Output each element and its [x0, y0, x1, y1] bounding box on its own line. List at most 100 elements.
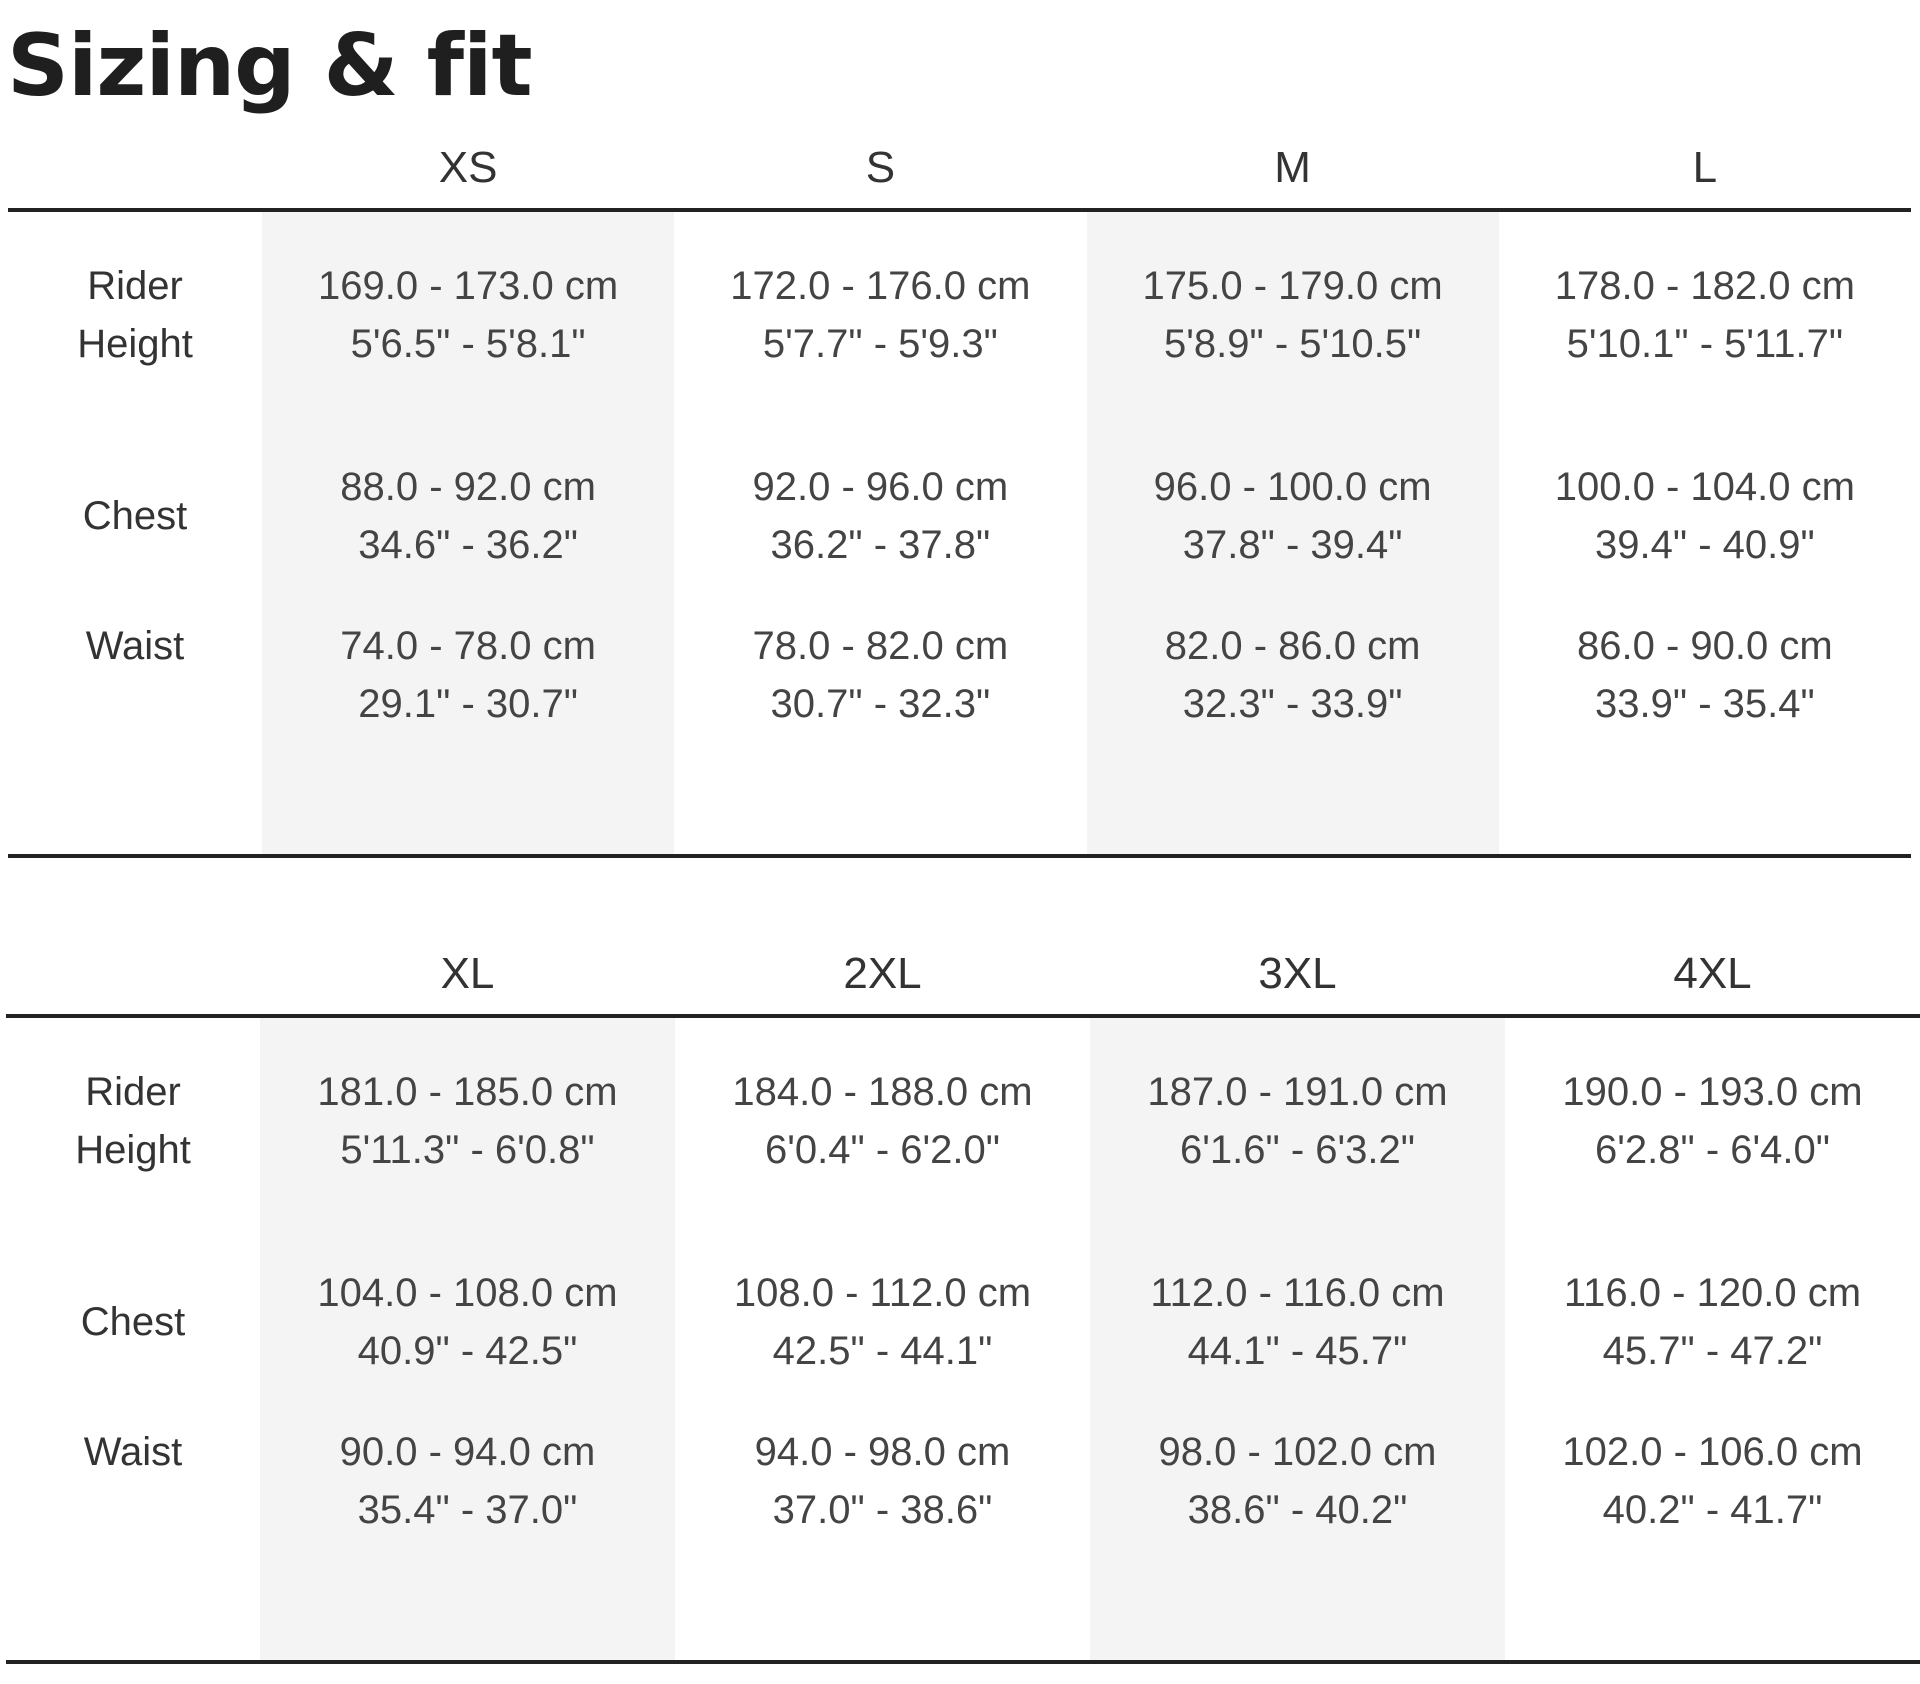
measurement-cell: 190.0 - 193.0 cm 6'2.8" - 6'4.0": [1505, 1016, 1920, 1223]
measurement-cell: 90.0 - 94.0 cm 35.4" - 37.0": [260, 1420, 675, 1662]
measurement-cell: 102.0 - 106.0 cm 40.2" - 41.7": [1505, 1420, 1920, 1662]
measurement-cell: 98.0 - 102.0 cm 38.6" - 40.2": [1090, 1420, 1505, 1662]
cm-range: 169.0 - 173.0 cm: [318, 263, 619, 308]
inch-range: 5'8.9" - 5'10.5": [1164, 321, 1422, 366]
size-header: XL: [440, 949, 495, 998]
cm-range: 112.0 - 116.0 cm: [1150, 1270, 1445, 1315]
size-header-row: XL 2XL 3XL 4XL: [6, 934, 1920, 1016]
measurement-cell: 86.0 - 90.0 cm 33.9" - 35.4": [1499, 614, 1911, 856]
row-label: Chest: [80, 1299, 186, 1344]
inch-range: 40.9" - 42.5": [357, 1328, 578, 1373]
measurement-cell: 94.0 - 98.0 cm 37.0" - 38.6": [675, 1420, 1090, 1662]
inch-range: 37.8" - 39.4": [1182, 522, 1403, 567]
inch-range: 40.2" - 41.7": [1602, 1488, 1823, 1532]
measurement-cell: 172.0 - 176.0 cm 5'7.7" - 5'9.3": [674, 210, 1086, 417]
measurement-cell: 78.0 - 82.0 cm 30.7" - 32.3": [674, 614, 1086, 856]
size-header: L: [1692, 143, 1718, 192]
inch-range: 39.4" - 40.9": [1595, 522, 1815, 567]
measurement-cell: 175.0 - 179.0 cm 5'8.9" - 5'10.5": [1086, 210, 1499, 417]
size-chart-table: XS S M L Rider Height 169.0 - 173.0 cm 5'6.5" …: [8, 128, 1911, 858]
size-chart-table: XL 2XL 3XL 4XL Rider Height 181.0 - 185.0 cm 5…: [6, 934, 1920, 1664]
inch-range: 6'2.8" - 6'4.0": [1595, 1127, 1830, 1172]
measurement-cell: 181.0 - 185.0 cm 5'11.3" - 6'0.8": [260, 1016, 675, 1223]
cm-range: 94.0 - 98.0 cm: [754, 1430, 1011, 1474]
inch-range: 6'1.6" - 6'3.2": [1180, 1127, 1415, 1172]
cm-range: 100.0 - 104.0 cm: [1554, 464, 1855, 509]
inch-range: 30.7" - 32.3": [770, 682, 991, 726]
cm-range: 78.0 - 82.0 cm: [752, 624, 1009, 668]
inch-range: 36.2" - 37.8": [770, 522, 991, 567]
inch-range: 45.7" - 47.2": [1602, 1328, 1823, 1373]
measurement-row: Waist 90.0 - 94.0 cm 35.4" - 37.0" 94.0 - 9…: [6, 1420, 1920, 1662]
inch-range: 5'7.7" - 5'9.3": [762, 321, 998, 366]
cm-range: 116.0 - 120.0 cm: [1563, 1270, 1862, 1315]
measurement-row: Waist 74.0 - 78.0 cm 29.1" - 30.7" 78.0 - 8…: [8, 614, 1911, 856]
cm-range: 90.0 - 94.0 cm: [339, 1430, 596, 1474]
inch-range: 44.1" - 45.7": [1187, 1328, 1408, 1373]
cm-range: 178.0 - 182.0 cm: [1554, 263, 1855, 308]
cm-range: 104.0 - 108.0 cm: [317, 1270, 618, 1315]
measurement-row: Chest 88.0 - 92.0 cm 34.6" - 36.2" 92.0 - 9…: [8, 417, 1911, 614]
size-header: M: [1274, 143, 1311, 192]
cm-range: 96.0 - 100.0 cm: [1153, 464, 1432, 509]
size-header: 2XL: [843, 949, 922, 998]
corner-cell: [8, 128, 262, 210]
page-title: Sizing & fit: [7, 16, 533, 116]
cm-range: 175.0 - 179.0 cm: [1142, 263, 1443, 308]
measurement-row: Chest 104.0 - 108.0 cm 40.9" - 42.5" 108.0 …: [6, 1223, 1920, 1420]
inch-range: 38.6" - 40.2": [1187, 1488, 1408, 1532]
cm-range: 181.0 - 185.0 cm: [317, 1069, 618, 1114]
inch-range: 5'10.1" - 5'11.7": [1566, 321, 1844, 366]
inch-range: 34.6" - 36.2": [358, 522, 578, 567]
row-label: Rider Height: [77, 263, 193, 366]
cm-range: 92.0 - 96.0 cm: [752, 464, 1009, 509]
measurement-cell: 74.0 - 78.0 cm 29.1" - 30.7": [262, 614, 675, 856]
cm-range: 172.0 - 176.0 cm: [730, 263, 1031, 308]
measurement-row: Rider Height 181.0 - 185.0 cm 5'11.3" - 6'…: [6, 1016, 1920, 1223]
inch-range: 29.1" - 30.7": [358, 682, 578, 726]
cm-range: 98.0 - 102.0 cm: [1158, 1430, 1437, 1474]
row-label: Waist: [85, 624, 185, 668]
inch-range: 42.5" - 44.1": [772, 1328, 993, 1373]
cm-range: 190.0 - 193.0 cm: [1562, 1069, 1863, 1114]
cm-range: 82.0 - 86.0 cm: [1164, 624, 1421, 668]
measurement-cell: 88.0 - 92.0 cm 34.6" - 36.2": [262, 417, 675, 614]
size-table-1: XS S M L Rider Height 169.0 - 173.0 cm 5'6.5" …: [0, 128, 1920, 858]
size-header: 3XL: [1258, 949, 1337, 998]
size-header: S: [865, 143, 896, 192]
row-label: Waist: [83, 1430, 183, 1474]
measurement-cell: 108.0 - 112.0 cm 42.5" - 44.1": [675, 1223, 1090, 1420]
measurement-cell: 184.0 - 188.0 cm 6'0.4" - 6'2.0": [675, 1016, 1090, 1223]
size-header-row: XS S M L: [8, 128, 1911, 210]
cm-range: 88.0 - 92.0 cm: [340, 464, 596, 509]
measurement-cell: 112.0 - 116.0 cm 44.1" - 45.7": [1090, 1223, 1505, 1420]
inch-range: 5'11.3" - 6'0.8": [340, 1127, 595, 1172]
corner-cell: [6, 934, 260, 1016]
cm-range: 86.0 - 90.0 cm: [1577, 624, 1833, 668]
cm-range: 184.0 - 188.0 cm: [732, 1069, 1033, 1114]
measurement-cell: 187.0 - 191.0 cm 6'1.6" - 6'3.2": [1090, 1016, 1505, 1223]
cm-range: 74.0 - 78.0 cm: [340, 624, 596, 668]
cm-range: 108.0 - 112.0 cm: [733, 1270, 1032, 1315]
measurement-cell: 100.0 - 104.0 cm 39.4" - 40.9": [1499, 417, 1911, 614]
measurement-cell: 104.0 - 108.0 cm 40.9" - 42.5": [260, 1223, 675, 1420]
measurement-cell: 116.0 - 120.0 cm 45.7" - 47.2": [1505, 1223, 1920, 1420]
size-header: 4XL: [1673, 949, 1752, 998]
measurement-cell: 178.0 - 182.0 cm 5'10.1" - 5'11.7": [1499, 210, 1911, 417]
inch-range: 37.0" - 38.6": [772, 1488, 993, 1532]
measurement-row: Rider Height 169.0 - 173.0 cm 5'6.5" - 5'8…: [8, 210, 1911, 417]
inch-range: 33.9" - 35.4": [1595, 682, 1815, 726]
size-table-2: XL 2XL 3XL 4XL Rider Height 181.0 - 185.0 cm 5…: [0, 934, 1920, 1664]
inch-range: 6'0.4" - 6'2.0": [765, 1127, 1000, 1172]
measurement-cell: 82.0 - 86.0 cm 32.3" - 33.9": [1086, 614, 1499, 856]
size-header: XS: [438, 143, 498, 192]
inch-range: 5'6.5" - 5'8.1": [350, 321, 586, 366]
measurement-cell: 96.0 - 100.0 cm 37.8" - 39.4": [1086, 417, 1499, 614]
row-label: Chest: [82, 493, 188, 538]
cm-range: 187.0 - 191.0 cm: [1147, 1069, 1448, 1114]
inch-range: 32.3" - 33.9": [1182, 682, 1403, 726]
inch-range: 35.4" - 37.0": [357, 1488, 578, 1532]
measurement-cell: 169.0 - 173.0 cm 5'6.5" - 5'8.1": [262, 210, 675, 417]
measurement-cell: 92.0 - 96.0 cm 36.2" - 37.8": [674, 417, 1086, 614]
row-label: Rider Height: [75, 1069, 191, 1172]
